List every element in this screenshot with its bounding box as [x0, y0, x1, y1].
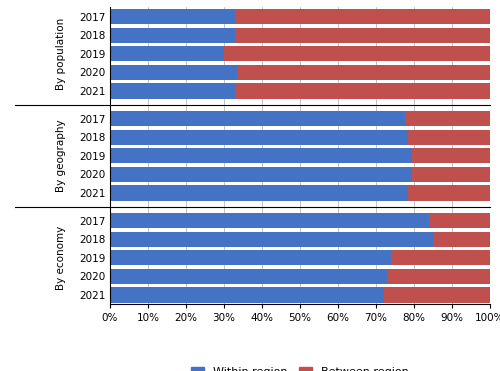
Bar	[110, 111, 405, 126]
Bar	[429, 213, 490, 228]
Bar	[110, 269, 388, 284]
Bar	[110, 129, 408, 145]
Bar	[236, 27, 490, 43]
Bar	[110, 46, 224, 61]
Text: By population: By population	[56, 18, 66, 90]
Bar	[110, 65, 238, 80]
Bar	[110, 185, 408, 200]
Text: By economy: By economy	[56, 226, 66, 290]
Bar	[404, 111, 490, 126]
Bar	[110, 288, 384, 303]
Bar	[391, 250, 490, 266]
Bar	[433, 232, 490, 247]
Bar	[236, 9, 490, 24]
Bar	[110, 148, 412, 163]
Bar	[408, 185, 490, 200]
Bar	[110, 83, 236, 98]
Bar	[110, 27, 236, 43]
Bar	[384, 288, 490, 303]
Text: By geography: By geography	[56, 119, 66, 192]
Bar	[238, 65, 490, 80]
Bar	[236, 83, 490, 98]
Bar	[412, 148, 490, 163]
Bar	[110, 250, 391, 266]
Bar	[110, 232, 433, 247]
Legend: Within region, Between region: Within region, Between region	[186, 362, 414, 371]
Bar	[224, 46, 490, 61]
Bar	[110, 9, 236, 24]
Bar	[412, 167, 490, 182]
Bar	[388, 269, 490, 284]
Bar	[110, 213, 429, 228]
Bar	[408, 129, 490, 145]
Bar	[110, 167, 412, 182]
